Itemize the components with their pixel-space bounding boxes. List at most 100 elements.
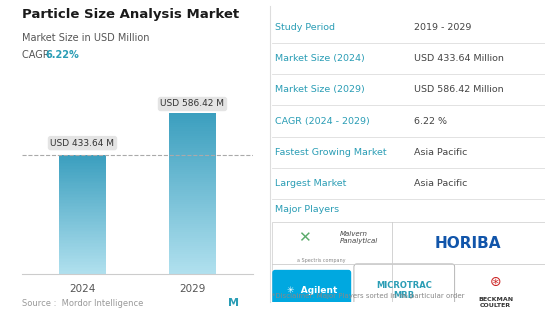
Bar <box>59 270 106 271</box>
Bar <box>59 218 106 219</box>
Bar <box>59 259 106 261</box>
Bar <box>169 192 216 194</box>
Bar <box>169 128 216 129</box>
Bar <box>169 202 216 204</box>
Text: USD 433.64 Million: USD 433.64 Million <box>414 54 504 63</box>
Bar <box>59 271 106 272</box>
Bar <box>59 250 106 252</box>
Bar <box>59 160 106 161</box>
Bar <box>169 204 216 206</box>
Text: MICROTRAC
MRB: MICROTRAC MRB <box>376 281 432 300</box>
Bar <box>59 265 106 266</box>
Bar <box>59 264 106 265</box>
Bar <box>169 264 216 266</box>
Text: USD 586.42 Million: USD 586.42 Million <box>414 85 503 94</box>
Bar <box>59 234 106 235</box>
Bar <box>59 178 106 179</box>
Bar <box>169 168 216 170</box>
Bar <box>169 208 216 210</box>
Bar <box>169 144 216 146</box>
Text: ✳  Agilent: ✳ Agilent <box>287 286 337 295</box>
Bar <box>169 182 216 184</box>
Bar <box>59 238 106 240</box>
Bar <box>59 256 106 258</box>
Bar <box>59 185 106 186</box>
Bar <box>169 240 216 242</box>
Bar <box>59 195 106 197</box>
Bar <box>59 209 106 210</box>
Bar <box>169 135 216 138</box>
FancyBboxPatch shape <box>272 270 351 311</box>
Bar <box>169 228 216 230</box>
Bar <box>59 272 106 274</box>
Bar <box>169 230 216 232</box>
Bar <box>169 140 216 141</box>
Text: 6.22%: 6.22% <box>45 50 79 60</box>
Bar <box>169 214 216 216</box>
Bar <box>59 249 106 250</box>
Bar <box>169 160 216 162</box>
Bar <box>169 194 216 196</box>
Bar <box>169 152 216 154</box>
Bar <box>59 189 106 191</box>
Bar <box>169 117 216 119</box>
Bar <box>59 253 106 255</box>
Bar <box>59 172 106 173</box>
Bar <box>169 113 216 115</box>
Bar <box>169 190 216 192</box>
Bar <box>59 255 106 256</box>
Bar <box>59 173 106 175</box>
Bar <box>169 210 216 212</box>
Bar <box>169 150 216 152</box>
Bar <box>59 244 106 246</box>
Bar <box>59 213 106 215</box>
Text: USD 586.42 M: USD 586.42 M <box>161 100 224 108</box>
Bar <box>169 258 216 260</box>
Bar <box>169 141 216 144</box>
Bar <box>169 123 216 125</box>
Bar <box>169 172 216 174</box>
Bar <box>59 180 106 182</box>
Bar <box>59 222 106 224</box>
Bar <box>59 155 106 157</box>
Text: Market Size in USD Million: Market Size in USD Million <box>22 33 150 43</box>
Bar <box>169 200 216 202</box>
Bar <box>169 236 216 238</box>
Text: a Spectris company: a Spectris company <box>297 258 345 263</box>
Bar <box>59 228 106 230</box>
Bar <box>59 215 106 216</box>
Bar <box>59 220 106 222</box>
Bar <box>59 158 106 160</box>
Bar <box>59 169 106 170</box>
Bar <box>169 196 216 198</box>
Bar <box>169 224 216 226</box>
Bar <box>59 212 106 213</box>
Bar <box>59 225 106 226</box>
Text: ⊛: ⊛ <box>490 275 501 289</box>
Bar <box>169 134 216 135</box>
Text: Asia Pacific: Asia Pacific <box>414 148 467 157</box>
Bar <box>59 204 106 206</box>
Bar <box>59 198 106 200</box>
Bar <box>59 194 106 195</box>
Bar <box>59 191 106 192</box>
Bar <box>169 266 216 268</box>
Bar <box>169 246 216 248</box>
Bar <box>169 170 216 172</box>
Bar <box>169 272 216 274</box>
Text: CAGR: CAGR <box>22 50 53 60</box>
Text: Fastest Growing Market: Fastest Growing Market <box>275 148 387 157</box>
Bar <box>169 156 216 158</box>
Bar <box>169 220 216 222</box>
Bar <box>59 203 106 204</box>
Text: CAGR (2024 - 2029): CAGR (2024 - 2029) <box>275 117 370 126</box>
Bar <box>59 170 106 172</box>
Text: Malvern
Panalytical: Malvern Panalytical <box>340 231 378 244</box>
Text: Particle Size Analysis Market: Particle Size Analysis Market <box>22 8 239 21</box>
Text: Market Size (2024): Market Size (2024) <box>275 54 365 63</box>
Text: *Disclaimer: Major Players sorted in no particular order: *Disclaimer: Major Players sorted in no … <box>272 294 465 300</box>
Bar <box>59 166 106 167</box>
Bar <box>59 207 106 209</box>
Bar <box>169 180 216 182</box>
Text: HORIBA: HORIBA <box>435 236 502 251</box>
